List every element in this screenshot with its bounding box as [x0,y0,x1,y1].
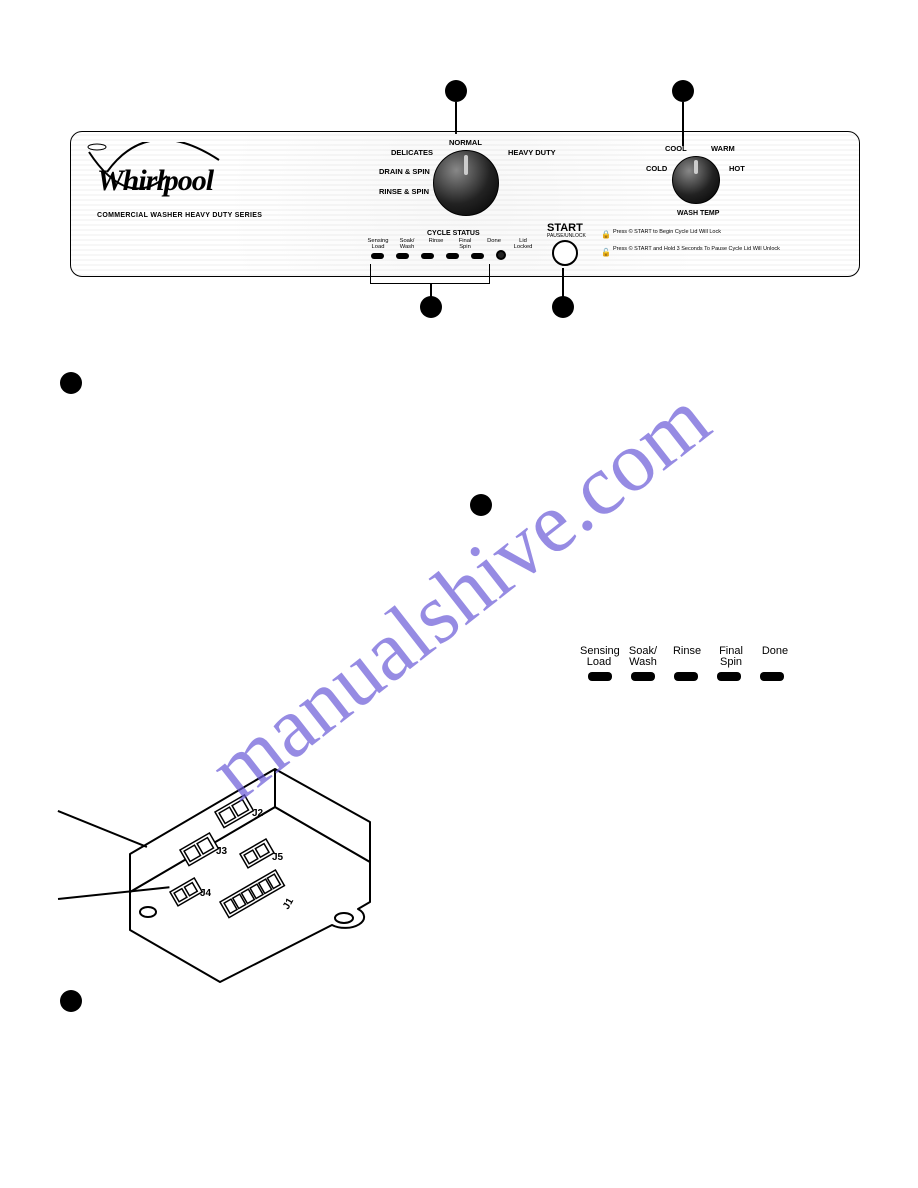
status-bracket [370,264,490,284]
callout-bullet-1 [445,80,467,102]
status-label: Rinse [668,646,706,668]
status-led [371,253,384,259]
control-board: J2 J3 J5 J4 J1 [120,762,380,992]
lock-hint-a: Press © START to Begin Cycle Lid Will Lo… [613,229,721,235]
status-labels: Sensing Load Soak/ Wash Rinse Final Spin… [367,239,534,251]
status-label: Final Spin [712,646,750,668]
callout-bullet-3 [420,296,442,318]
unlock-icon: 🔓 [601,248,611,257]
status-led [631,672,655,681]
status-led [717,672,741,681]
start-button[interactable] [552,240,578,266]
conn-label: J5 [272,852,284,863]
conn-label: J3 [216,846,228,857]
cycle-label-rinse: RINSE & SPIN [379,187,429,196]
status-labels-large: Sensing Load Soak/ Wash Rinse Final Spin… [580,646,794,668]
temp-label-cold: COLD [646,164,667,173]
status-led [588,672,612,681]
status-label: Soak/ Wash [396,239,418,251]
status-label: Soak/ Wash [624,646,662,668]
conn-label: J2 [252,808,264,819]
cycle-label-normal: NORMAL [449,138,482,147]
cycle-knob[interactable] [433,150,499,216]
status-label: Sensing Load [580,646,618,668]
temp-label-warm: WARM [711,144,735,153]
control-panel: Whirlpool COMMERCIAL WASHER HEAVY DUTY S… [70,131,860,277]
status-led [471,253,484,259]
cycle-label-drain: DRAIN & SPIN [379,167,430,176]
logo-swoosh [79,142,249,202]
temp-knob[interactable] [672,156,720,204]
status-label: Done [756,646,794,668]
status-led [674,672,698,681]
temp-label-cool: COOL [665,144,687,153]
leader-line-1 [455,102,457,134]
watermark: manualshive.com [190,369,728,820]
start-sublabel: PAUSE/UNLOCK [547,233,586,239]
status-led [421,253,434,259]
status-title: CYCLE STATUS [427,230,480,237]
status-leds [371,253,506,260]
callout-bullet-4 [552,296,574,318]
temp-title: WASH TEMP [677,210,719,217]
lock-icon: 🔒 [601,230,611,239]
status-led [760,672,784,681]
temp-label-hot: HOT [729,164,745,173]
section-bullet-b [470,494,492,516]
status-label: Sensing Load [367,239,389,251]
brand-logo: Whirlpool [97,164,213,198]
lock-hint-b: Press © START and Hold 3 Seconds To Paus… [613,246,780,252]
status-leds-large [588,672,784,681]
callout-bullet-2 [672,80,694,102]
cycle-label-delicates: DELICATES [391,148,433,157]
status-label: Lid Locked [512,239,534,251]
brand-subtitle: COMMERCIAL WASHER HEAVY DUTY SERIES [97,212,262,219]
status-led [396,253,409,259]
status-led [446,253,459,259]
cycle-label-heavy: HEAVY DUTY [508,148,556,157]
status-label: Final Spin [454,239,476,251]
section-bullet-a [60,372,82,394]
section-bullet-c [60,990,82,1012]
status-label: Done [483,239,505,251]
lid-locked-led [496,250,506,260]
status-label: Rinse [425,239,447,251]
leader-line-4 [562,268,564,298]
conn-label: J4 [200,888,212,899]
